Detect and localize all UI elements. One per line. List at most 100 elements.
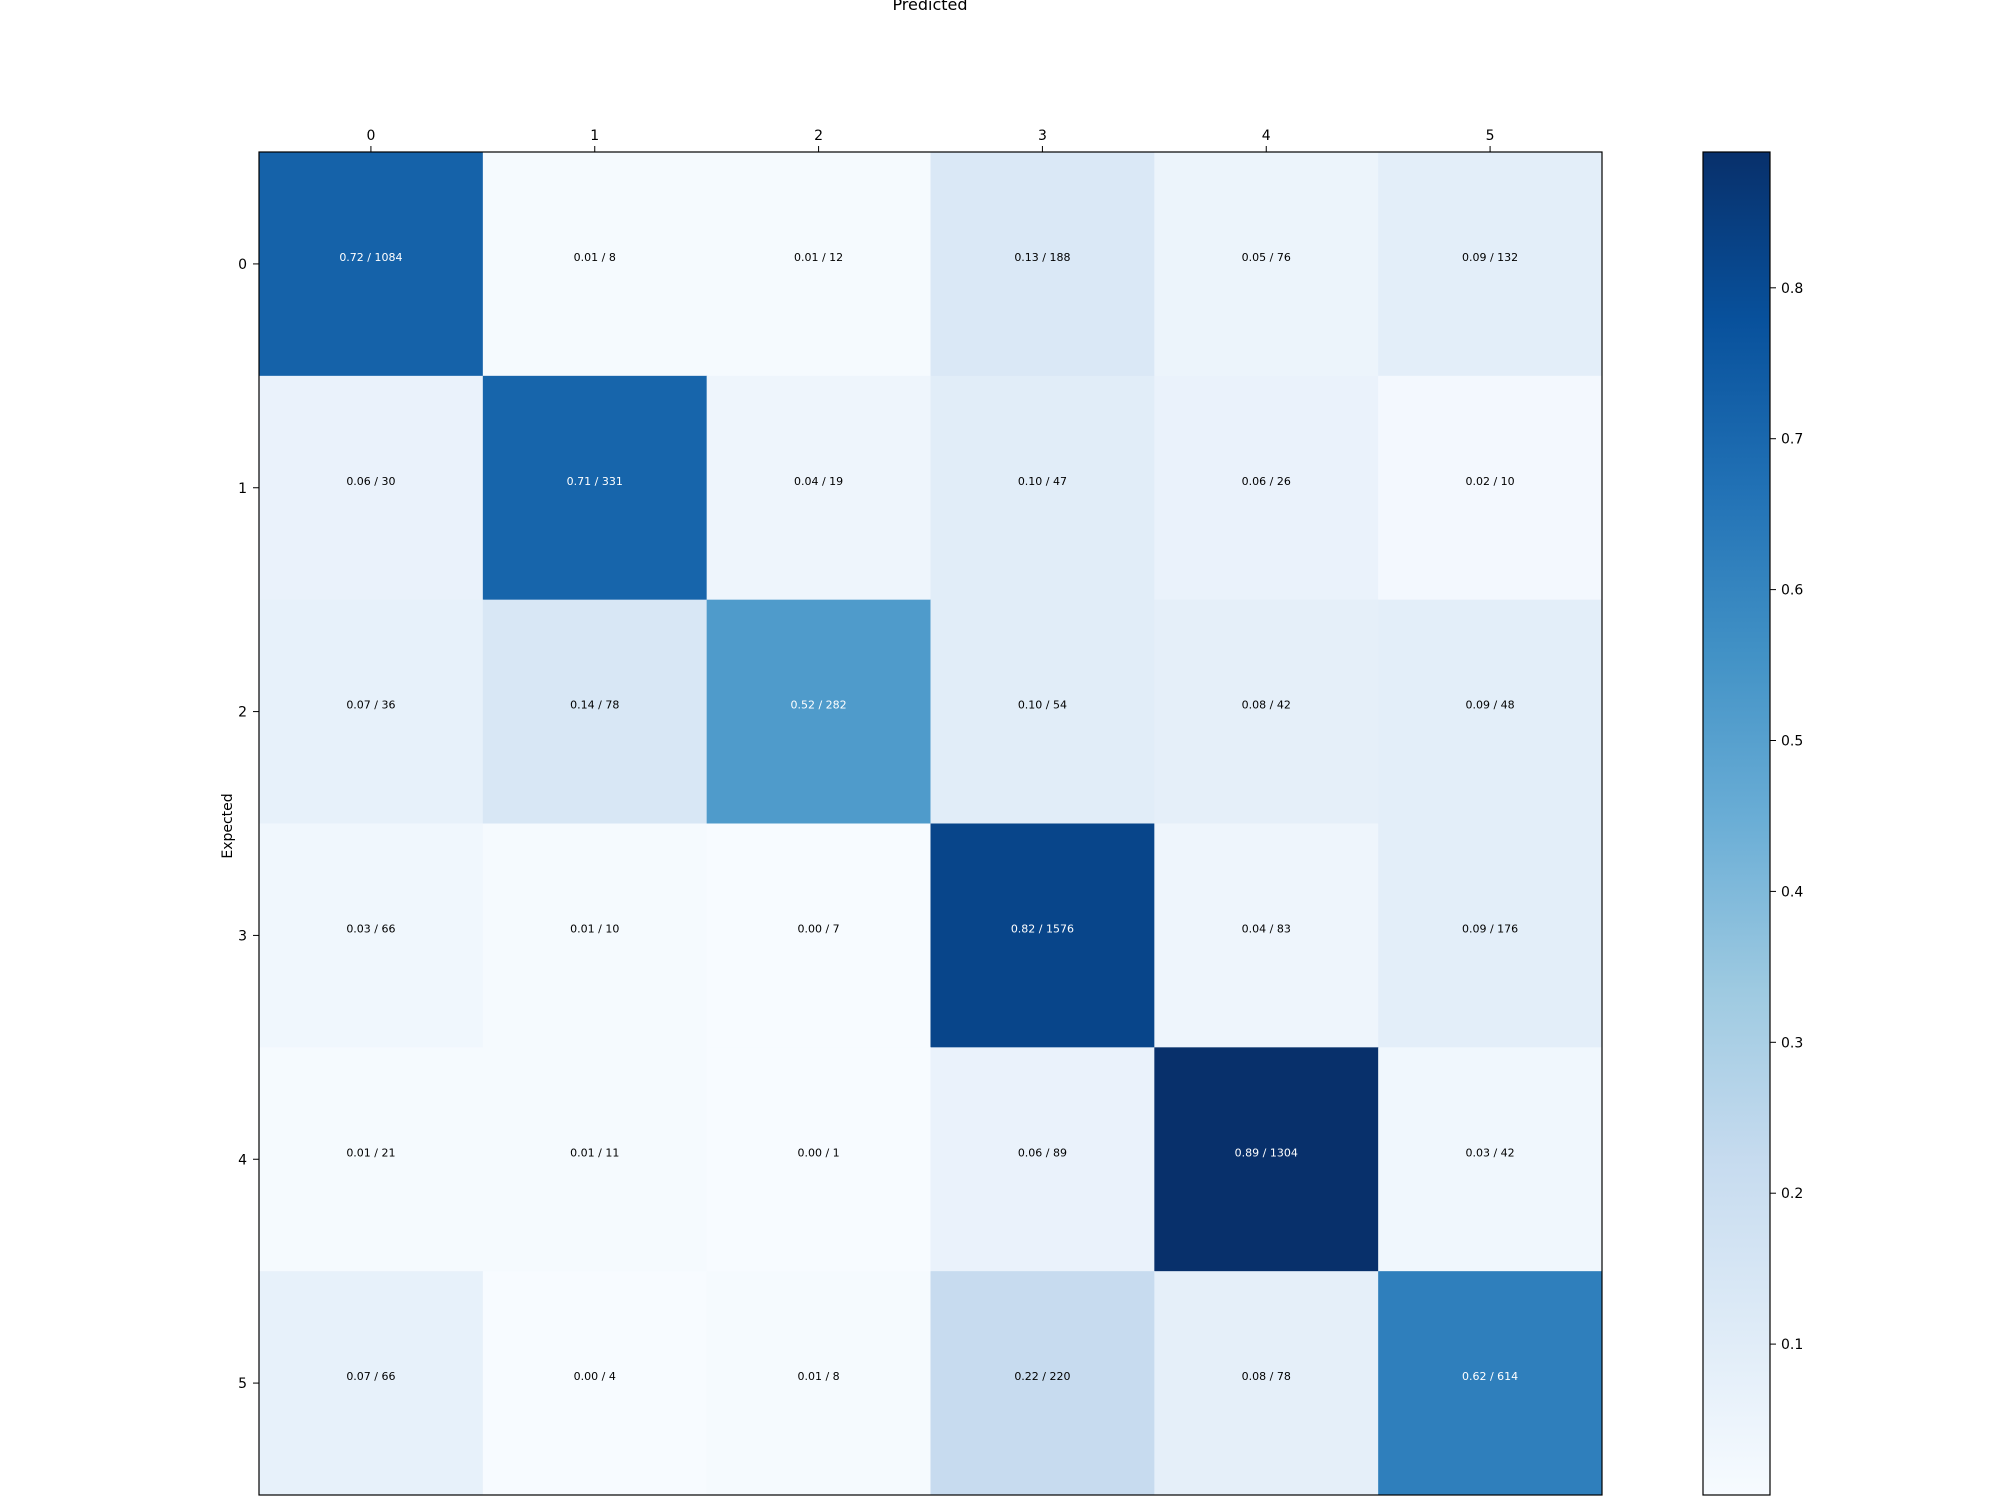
cell-value-label: 0.71 / 331 (567, 475, 623, 488)
colorbar-ticks: 0.1 0.2 0.3 0.4 0.5 0.6 0.7 0.8 (1770, 281, 1803, 1353)
heatmap-cell (1154, 152, 1379, 377)
colorbar-tick-label: 0.8 (1781, 281, 1803, 297)
colorbar-tick-label: 0.7 (1781, 432, 1803, 448)
x-tick-label: 2 (814, 128, 823, 144)
cell-value-label: 0.04 / 19 (794, 475, 843, 488)
cell-value-label: 0.07 / 36 (346, 699, 395, 712)
cell-value-label: 0.06 / 30 (346, 475, 395, 488)
heatmap-cell (259, 1047, 484, 1272)
heatmap-cell (259, 599, 484, 824)
cell-value-label: 0.14 / 78 (570, 699, 619, 712)
heatmap-cell (482, 375, 708, 601)
cell-value-label: 0.02 / 10 (1465, 475, 1514, 488)
heatmap-cell (930, 823, 1155, 1048)
heatmap-cell (706, 375, 931, 601)
cell-value-label: 0.09 / 48 (1465, 699, 1514, 712)
cell-value-label: 0.13 / 188 (1014, 251, 1070, 264)
heatmap-cell-labels: 0.72 / 1084 0.01 / 8 0.01 / 12 0.13 / 188 0.… (339, 251, 1518, 1383)
heatmap-cell (1378, 599, 1603, 824)
x-tick-label: 1 (590, 128, 599, 144)
cell-value-label: 0.03 / 42 (1465, 1146, 1514, 1159)
cell-value-label: 0.01 / 8 (574, 251, 616, 264)
y-axis-ticks: 0 1 2 3 4 5 (238, 257, 259, 1392)
heatmap-cell (482, 1271, 708, 1496)
cell-value-label: 0.62 / 614 (1462, 1370, 1518, 1383)
cell-value-label: 0.01 / 12 (794, 251, 843, 264)
y-tick-label: 1 (238, 481, 247, 497)
x-axis-ticks: 0 1 2 3 4 5 (366, 128, 1495, 152)
y-tick-label: 5 (238, 1376, 247, 1392)
heatmap-cell (1154, 599, 1379, 824)
x-tick-label: 3 (1038, 128, 1047, 144)
cell-value-label: 0.00 / 7 (797, 922, 839, 935)
cell-value-label: 0.10 / 47 (1018, 475, 1067, 488)
cell-value-label: 0.09 / 176 (1462, 922, 1518, 935)
heatmap-cell (1154, 375, 1379, 601)
heatmap-cell (930, 152, 1155, 377)
cell-value-label: 0.01 / 21 (346, 1146, 395, 1159)
x-tick-label: 5 (1486, 128, 1495, 144)
cell-value-label: 0.82 / 1576 (1011, 922, 1074, 935)
colorbar-tick-label: 0.6 (1781, 583, 1803, 599)
heatmap-cell (482, 1047, 708, 1272)
x-axis-label: Predicted (892, 0, 967, 14)
heatmap-cell (1154, 1271, 1379, 1496)
heatmap-cells (259, 152, 1603, 1496)
heatmap-cell (706, 1047, 931, 1272)
y-tick-label: 0 (238, 257, 247, 273)
cell-value-label: 0.06 / 26 (1242, 475, 1291, 488)
heatmap-cell (259, 152, 484, 377)
heatmap-cell (930, 1271, 1155, 1496)
heatmap-cell (1378, 823, 1603, 1048)
cell-value-label: 0.04 / 83 (1242, 922, 1291, 935)
y-tick-label: 2 (238, 705, 247, 721)
heatmap-cell (259, 823, 484, 1048)
colorbar-tick-label: 0.4 (1781, 884, 1803, 900)
cell-value-label: 0.22 / 220 (1014, 1370, 1070, 1383)
heatmap-cell (482, 152, 708, 377)
heatmap-cell (706, 823, 931, 1048)
cell-value-label: 0.01 / 10 (570, 922, 619, 935)
heatmap-cell (259, 1271, 484, 1496)
cell-value-label: 0.52 / 282 (790, 699, 846, 712)
heatmap-cell (482, 823, 708, 1048)
heatmap-cell (1378, 1271, 1603, 1496)
heatmap-cell (482, 599, 708, 824)
y-tick-label: 4 (238, 1152, 247, 1168)
heatmap-cell (1378, 375, 1603, 601)
colorbar-tick-label: 0.3 (1781, 1035, 1803, 1051)
heatmap-cell (930, 599, 1155, 824)
cell-value-label: 0.01 / 8 (797, 1370, 839, 1383)
x-tick-label: 4 (1262, 128, 1271, 144)
heatmap-cell (1154, 823, 1379, 1048)
heatmap-cell (706, 599, 931, 824)
colorbar-tick-label: 0.1 (1781, 1337, 1803, 1353)
cell-value-label: 0.89 / 1304 (1235, 1146, 1298, 1159)
cell-value-label: 0.08 / 42 (1242, 699, 1291, 712)
heatmap-cell (930, 1047, 1155, 1272)
heatmap-cell (1154, 1047, 1379, 1272)
heatmap-cell (1378, 152, 1603, 377)
y-axis-label: Expected (220, 793, 236, 858)
cell-value-label: 0.08 / 78 (1242, 1370, 1291, 1383)
cell-value-label: 0.00 / 4 (574, 1370, 616, 1383)
colorbar-tick-label: 0.5 (1781, 734, 1803, 750)
colorbar-tick-label: 0.2 (1781, 1186, 1803, 1202)
cell-value-label: 0.06 / 89 (1018, 1146, 1067, 1159)
cell-value-label: 0.10 / 54 (1018, 699, 1067, 712)
cell-value-label: 0.03 / 66 (346, 922, 395, 935)
heatmap-cell (259, 375, 484, 601)
x-tick-label: 0 (366, 128, 375, 144)
cell-value-label: 0.00 / 1 (797, 1146, 839, 1159)
heatmap-cell (706, 152, 931, 377)
cell-value-label: 0.01 / 11 (570, 1146, 619, 1159)
plot-frame (258, 151, 1603, 1496)
y-tick-label: 3 (238, 928, 247, 944)
heatmap-cell (1378, 1047, 1603, 1272)
heatmap-cell (930, 375, 1155, 601)
cell-value-label: 0.72 / 1084 (339, 251, 402, 264)
cell-value-label: 0.09 / 132 (1462, 251, 1518, 264)
colorbar (1702, 151, 1771, 1496)
heatmap-cell (706, 1271, 931, 1496)
cell-value-label: 0.07 / 66 (346, 1370, 395, 1383)
